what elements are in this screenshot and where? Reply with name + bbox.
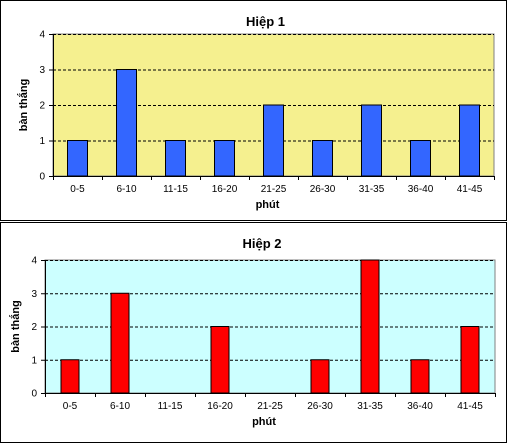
x-tick-label: 31-35 [359, 184, 385, 195]
x-tick-label: 0-5 [63, 401, 78, 412]
y-axis-label: bàn thắng [9, 300, 22, 353]
x-tick-label: 0-5 [70, 184, 85, 195]
bar-26-30 [310, 359, 330, 394]
x-tick-label: 16-20 [207, 401, 233, 412]
y-tick-label: 4 [39, 30, 45, 41]
y-axis-label: bàn thắng [17, 79, 30, 132]
bar-11-15 [165, 140, 186, 177]
bar-6-10 [116, 69, 137, 177]
x-tick-label: 6-10 [116, 184, 136, 195]
x-tick-label: 26-30 [310, 184, 336, 195]
chart-panel-first-half: 0 1 2 3 4 0-5 6-10 11-15 16-20 21-25 26-30 31-35 36-… [0, 0, 507, 221]
bar-6-10 [110, 292, 130, 394]
bar-chart-first-half: 0 1 2 3 4 0-5 6-10 11-15 16-20 21-25 26-30 31-35 36-… [17, 14, 495, 211]
x-tick-label: 11-15 [158, 401, 183, 412]
bar-36-40 [410, 359, 430, 394]
chart-title: Hiệp 1 [246, 14, 285, 29]
y-tick-label: 1 [39, 136, 45, 147]
bar-16-20 [210, 326, 230, 394]
chart-panel-second-half: 0 1 2 3 4 0-5 6-10 11-15 16-20 21-25 26-30 31-35 36-… [0, 222, 507, 443]
x-tick-label: 31-35 [357, 401, 383, 412]
bar-0-5 [60, 359, 80, 394]
y-tick-label: 2 [39, 101, 45, 112]
x-tick-label: 11-15 [163, 184, 188, 195]
bar-0-5 [67, 140, 88, 177]
x-tick-label: 41-45 [457, 184, 483, 195]
x-tick-label: 16-20 [212, 184, 238, 195]
bar-21-25 [263, 104, 284, 177]
bar-16-20 [214, 140, 235, 177]
y-tick-label: 1 [31, 355, 37, 366]
x-tick-label: 6-10 [110, 401, 130, 412]
y-tick-label: 4 [31, 256, 37, 267]
x-axis-label: phút [252, 416, 276, 428]
bar-31-35 [360, 259, 380, 394]
x-tick-label: 36-40 [408, 184, 434, 195]
x-tick-label: 21-25 [261, 184, 287, 195]
y-tick-label: 0 [31, 389, 37, 400]
bar-31-35 [361, 104, 382, 177]
x-tick-label: 21-25 [257, 401, 283, 412]
bar-41-45 [460, 326, 480, 394]
chart-title: Hiệp 2 [242, 236, 281, 251]
y-tick-label: 2 [31, 322, 37, 333]
x-tick-label: 36-40 [407, 401, 433, 412]
x-axis-label: phút [256, 199, 280, 211]
bar-36-40 [410, 140, 431, 177]
bar-26-30 [312, 140, 333, 177]
y-tick-label: 3 [31, 289, 37, 300]
y-tick-label: 0 [39, 172, 45, 183]
x-tick-label: 26-30 [307, 401, 333, 412]
bar-41-45 [459, 104, 480, 177]
bar-chart-second-half: 0 1 2 3 4 0-5 6-10 11-15 16-20 21-25 26-30 31-35 36-… [9, 236, 496, 428]
y-tick-label: 3 [39, 65, 45, 76]
x-tick-label: 41-45 [457, 401, 483, 412]
